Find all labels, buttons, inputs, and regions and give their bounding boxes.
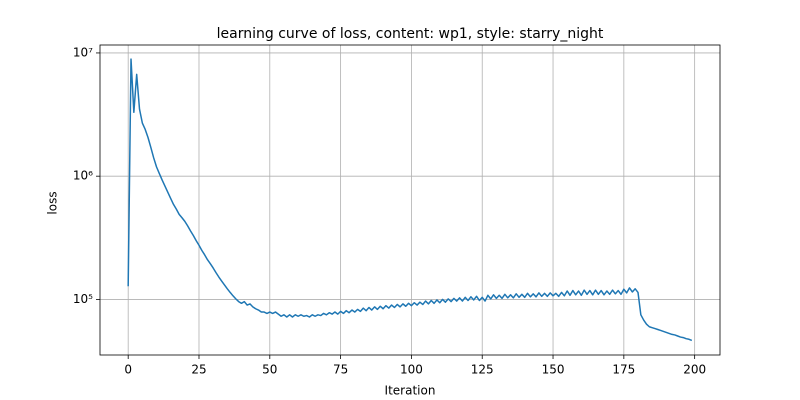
x-tick-label: 200 bbox=[683, 363, 706, 377]
x-tick-label: 50 bbox=[262, 363, 277, 377]
x-tick-label: 100 bbox=[400, 363, 423, 377]
x-tick-label: 0 bbox=[124, 363, 132, 377]
x-tick-label: 150 bbox=[542, 363, 565, 377]
loss-line bbox=[127, 58, 693, 342]
y-tick-label: 10⁵ bbox=[73, 292, 93, 306]
y-tick-label: 10⁷ bbox=[73, 45, 93, 59]
x-tick-label: 25 bbox=[191, 363, 206, 377]
x-tick-label: 75 bbox=[333, 363, 348, 377]
y-axis-label: loss bbox=[46, 191, 60, 214]
x-tick-label: 125 bbox=[471, 363, 494, 377]
x-axis-label: Iteration bbox=[385, 384, 436, 398]
y-tick-label: 10⁶ bbox=[73, 169, 93, 183]
x-tick-label: 175 bbox=[612, 363, 635, 377]
chart-title: learning curve of loss, content: wp1, st… bbox=[217, 26, 604, 42]
plot-frame bbox=[99, 44, 721, 356]
